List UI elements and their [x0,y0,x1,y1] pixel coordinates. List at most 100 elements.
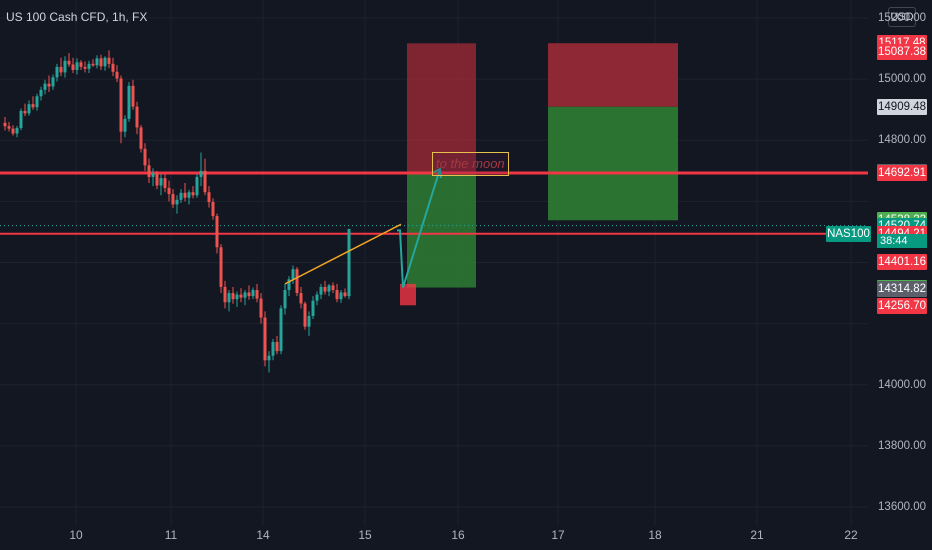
candle-body [155,173,159,186]
candle-body [251,290,255,297]
candle-body [15,128,19,134]
candle-body [87,63,91,69]
candle-body [163,178,167,188]
candle-body [267,355,271,361]
candle-body [111,63,115,72]
candle-body [187,192,191,198]
candle-body [75,62,79,70]
candle-body [99,58,103,67]
time-axis-tick: 11 [164,528,178,542]
price-axis-tick: 15000.00 [878,73,926,86]
time-axis-tick: 22 [844,528,858,542]
candle-body [263,317,267,361]
candle-body [59,66,63,73]
candle-body [311,300,315,316]
candle-body [71,64,75,70]
candle-body [239,294,243,298]
candle-body [7,126,11,129]
candle-body [247,292,251,297]
candle-body [35,96,39,108]
candle-body [151,173,155,177]
candle-body [315,294,319,301]
candle-body [127,85,131,119]
time-axis-tick: 15 [358,528,372,542]
candle-body [83,66,87,69]
candle-body [171,194,175,205]
candle-body [123,118,127,132]
candle-body [243,292,247,298]
candle-body [327,285,331,292]
candle-body [231,293,235,300]
position-box-2-profit [548,106,678,221]
candle-body [147,165,151,177]
candle-body [19,110,23,129]
candle-body [91,63,95,66]
candlestick-chart[interactable] [0,0,868,526]
candle-body [203,170,207,193]
candle-body [259,298,263,318]
candle-body [291,269,295,280]
price-axis-tick: 14800.00 [878,134,926,147]
price-axis-tick: 13800.00 [878,439,926,452]
candle-body [159,178,163,186]
time-axis-tick: 16 [451,528,465,542]
price-tag: 14401.16 [877,254,927,271]
candle-body [167,187,171,195]
candle-body [275,341,279,352]
candle-body [195,176,199,196]
candle-body [47,83,51,87]
candle-body [103,57,107,67]
price-chart-area[interactable] [0,0,868,526]
candle-body [175,199,179,205]
time-axis-tick: 21 [750,528,764,542]
candle-body [131,85,135,107]
candle-body [27,104,31,114]
candle-body [227,293,231,303]
candle-body [219,247,223,287]
candle-body [283,290,287,309]
candle-body [143,148,147,166]
candle-body [331,285,335,291]
position-box-loss [407,43,476,174]
candle-body [295,269,299,294]
candle-body [339,292,343,300]
candle-body [287,279,291,291]
arrow-line [402,168,441,288]
candle-body [183,192,187,198]
time-axis-tick: 18 [648,528,662,542]
candle-body [31,104,35,108]
candle-body [179,192,183,200]
candle-body [63,60,67,73]
candle-body [211,201,215,217]
currency-button[interactable]: USD [888,7,916,27]
candle-body [11,128,15,134]
candle-body [95,58,99,66]
chart-title: US 100 Cash CFD, 1h, FX [6,10,148,24]
candle-body [255,290,259,299]
candle-body [43,83,47,90]
candle-body [39,89,43,97]
time-axis-tick: 14 [256,528,270,542]
time-axis-tick: 10 [69,528,83,542]
time-axis-tick: 17 [551,528,565,542]
candle-body [115,71,119,79]
price-tag: 14256.70 [877,298,927,315]
price-tag: 14692.91 [877,164,927,181]
candle-body [55,66,59,78]
chart-note[interactable]: to the moon [432,152,509,176]
candle-body [343,292,347,297]
candle-body [119,78,123,132]
candle-body [51,77,55,87]
candle-body [3,122,7,127]
candle-body [323,286,327,292]
price-tag: 15087.38 [877,44,927,61]
price-axis-tick: 13600.00 [878,501,926,513]
bar-countdown: 38:44 [877,233,927,248]
candle-body [191,192,195,196]
candle-body [335,290,339,300]
candle-body [303,303,307,327]
candle-body [135,106,139,128]
candle-body [347,228,351,297]
candle-body [79,62,83,67]
